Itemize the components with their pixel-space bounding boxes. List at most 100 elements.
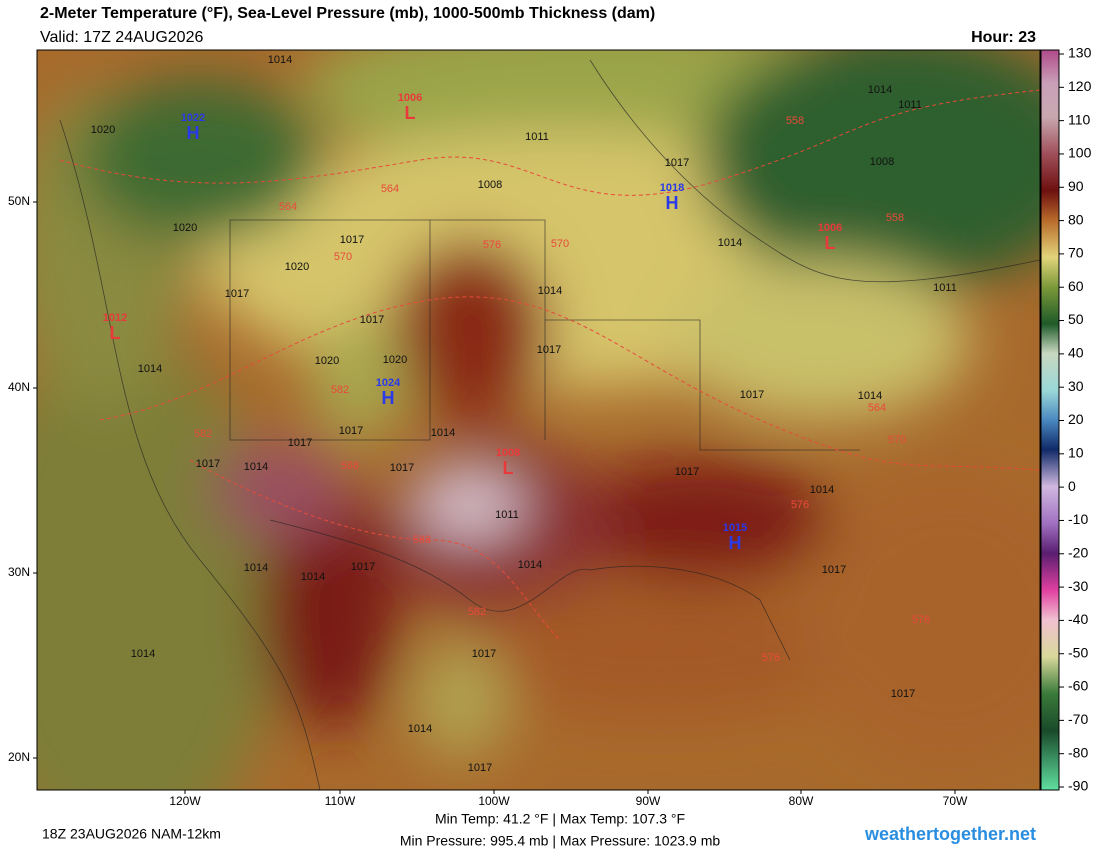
- colorbar-label: 110: [1068, 111, 1091, 127]
- colorbar-label: -10: [1068, 511, 1088, 527]
- colorbar-label: -80: [1068, 744, 1088, 760]
- colorbar-label: 60: [1068, 278, 1084, 294]
- colorbar-label: 90: [1068, 178, 1084, 194]
- center-letter: L: [405, 103, 416, 123]
- colorbar-label: 80: [1068, 211, 1084, 227]
- thickness-label: 570: [888, 434, 906, 446]
- isobar-label: 1017: [537, 344, 561, 356]
- isobar-label: 1011: [525, 131, 549, 143]
- colorbar-label: -60: [1068, 678, 1088, 694]
- isobar-label: 1011: [898, 99, 922, 111]
- isobar-label: 1014: [268, 54, 292, 66]
- thickness-label: 570: [551, 238, 569, 250]
- valid-time: Valid: 17Z 24AUG2026: [40, 29, 203, 46]
- lon-label: 110W: [325, 794, 356, 808]
- map-field: [37, 50, 1040, 790]
- center-pressure: 1008: [496, 447, 520, 459]
- isobar-label: 1020: [173, 222, 197, 234]
- thickness-label: 564: [381, 183, 399, 195]
- isobar-label: 1014: [244, 461, 268, 473]
- thickness-label: 582: [331, 384, 349, 396]
- colorbar-label: 70: [1068, 245, 1084, 261]
- isobar-label: 1020: [285, 261, 309, 273]
- colorbar-label: 10: [1068, 445, 1084, 461]
- lat-label: 30N: [8, 565, 30, 579]
- forecast-hour: Hour: 23: [971, 29, 1036, 46]
- center-letter: H: [666, 193, 679, 213]
- thickness-label: 582: [194, 428, 212, 440]
- colorbar-label: -70: [1068, 711, 1088, 727]
- thickness-label: 558: [886, 212, 904, 224]
- lon-label: 70W: [943, 794, 968, 808]
- colorbar-label: 30: [1068, 378, 1084, 394]
- center-pressure: 1018: [660, 182, 684, 194]
- isobar-label: 1017: [351, 561, 375, 573]
- isobar-label: 1017: [665, 157, 689, 169]
- isobar-label: 1014: [244, 562, 268, 574]
- isobar-label: 1014: [431, 427, 455, 439]
- lat-label: 20N: [8, 750, 30, 764]
- isobar-label: 1017: [390, 462, 414, 474]
- center-pressure: 1006: [818, 222, 842, 234]
- thickness-label: 576: [762, 652, 780, 664]
- thickness-label: 588: [413, 534, 431, 546]
- isobar-label: 1017: [472, 648, 496, 660]
- thickness-label: 564: [868, 402, 886, 414]
- lon-label: 120W: [169, 794, 201, 808]
- isobar-label: 1020: [383, 354, 407, 366]
- isobar-label: 1020: [91, 124, 115, 136]
- center-letter: H: [382, 388, 395, 408]
- isobar-label: 1020: [315, 355, 339, 367]
- isobar-label: 1014: [858, 390, 882, 402]
- isobar-label: 1014: [131, 648, 155, 660]
- lon-label: 100W: [478, 794, 510, 808]
- center-letter: L: [825, 233, 836, 253]
- isobar-label: 1008: [870, 156, 894, 168]
- lat-label: 50N: [8, 194, 30, 208]
- title: 2-Meter Temperature (°F), Sea-Level Pres…: [40, 5, 655, 22]
- center-letter: H: [729, 533, 742, 553]
- thickness-label: 564: [279, 201, 297, 213]
- colorbar-label: 20: [1068, 411, 1084, 427]
- isobar-label: 1017: [360, 314, 384, 326]
- colorbar-label: -30: [1068, 578, 1088, 594]
- isobar-label: 1014: [810, 484, 834, 496]
- site-link[interactable]: weathertogether.net: [864, 824, 1036, 844]
- thickness-label: 588: [341, 460, 359, 472]
- colorbar-label: 0: [1068, 478, 1076, 494]
- colorbar: [1040, 49, 1060, 791]
- temp-range: Min Temp: 41.2 °F | Max Temp: 107.3 °F: [435, 811, 685, 827]
- colorbar-label: -20: [1068, 544, 1088, 560]
- thickness-label: 576: [791, 499, 809, 511]
- thickness-label: 558: [786, 115, 804, 127]
- center-letter: L: [503, 458, 514, 478]
- isobar-label: 1008: [478, 179, 502, 191]
- lat-label: 40N: [8, 380, 30, 394]
- isobar-label: 1017: [740, 389, 764, 401]
- isobar-label: 1017: [822, 564, 846, 576]
- center-pressure: 1006: [398, 92, 422, 104]
- center-pressure: 1015: [723, 522, 747, 534]
- isobar-label: 1014: [138, 363, 162, 375]
- isobar-label: 1017: [196, 458, 220, 470]
- isobar-label: 1017: [675, 466, 699, 478]
- center-pressure: 1012: [103, 312, 127, 324]
- isobar-label: 1011: [933, 282, 957, 294]
- isobar-label: 1017: [340, 234, 364, 246]
- center-pressure: 1024: [376, 377, 401, 389]
- thickness-label: 582: [468, 606, 486, 618]
- thickness-label: 576: [912, 614, 930, 626]
- isobar-label: 1014: [718, 237, 742, 249]
- map-frame: [36, 49, 1041, 791]
- isobar-label: 1017: [891, 688, 915, 700]
- isobar-label: 1011: [495, 509, 519, 521]
- thickness-label: 576: [483, 239, 501, 251]
- isobar-label: 1017: [288, 437, 312, 449]
- isobar-label: 1014: [518, 559, 542, 571]
- center-letter: H: [187, 123, 200, 143]
- center-pressure: 1022: [181, 112, 205, 124]
- isobar-label: 1014: [868, 84, 892, 96]
- colorbar-label: 50: [1068, 311, 1084, 327]
- colorbar-label: 130: [1068, 45, 1092, 61]
